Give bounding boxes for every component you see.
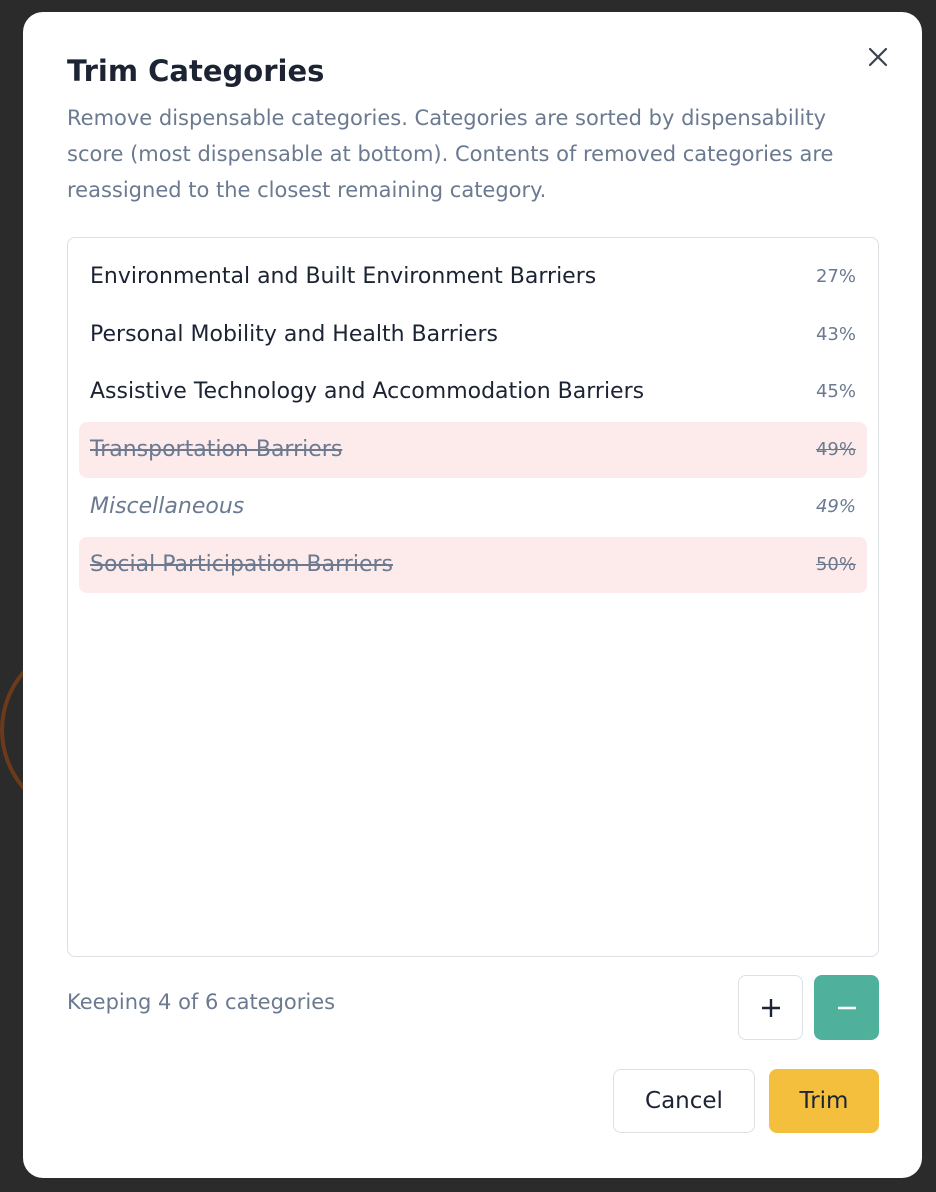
category-score: 43% [815, 323, 856, 345]
dialog: Trim Categories Remove dispensable categ… [23, 12, 922, 1178]
category-row[interactable]: Environmental and Built Environment Barr… [79, 249, 867, 305]
close-button[interactable] [866, 45, 890, 69]
category-name: Social Participation Barriers [90, 551, 393, 577]
category-row[interactable]: Social Participation Barriers 50% [79, 536, 867, 593]
category-name: Assistive Technology and Accommodation B… [90, 379, 645, 404]
category-row[interactable]: Assistive Technology and Accommodation B… [79, 364, 867, 420]
dialog-title: Trim Categories [67, 54, 325, 88]
category-name: Environmental and Built Environment Barr… [90, 264, 597, 289]
background-node [0, 662, 30, 798]
category-score: 27% [815, 266, 856, 287]
category-score: 49% [815, 438, 856, 460]
minus-icon [837, 1006, 856, 1009]
trim-button[interactable]: Trim [769, 1069, 879, 1133]
category-row[interactable]: Miscellaneous 49% [79, 479, 867, 535]
add-button[interactable] [738, 975, 803, 1040]
category-name: Transportation Barriers [90, 436, 343, 462]
category-list: Environmental and Built Environment Barr… [67, 237, 879, 957]
category-row[interactable]: Personal Mobility and Health Barriers 43% [79, 307, 867, 363]
category-name: Miscellaneous [90, 494, 245, 519]
cancel-button[interactable]: Cancel [613, 1069, 755, 1133]
dialog-description: Remove dispensable categories. Categorie… [67, 106, 834, 202]
category-row[interactable]: Transportation Barriers 49% [79, 421, 867, 478]
plus-icon [761, 998, 780, 1017]
category-name: Personal Mobility and Health Barriers [90, 321, 498, 347]
category-score: 50% [815, 553, 856, 575]
category-score: 49% [815, 496, 856, 517]
status-text: Keeping 4 of 6 categories [67, 990, 336, 1014]
category-score: 45% [815, 381, 856, 402]
remove-button[interactable] [814, 975, 879, 1040]
